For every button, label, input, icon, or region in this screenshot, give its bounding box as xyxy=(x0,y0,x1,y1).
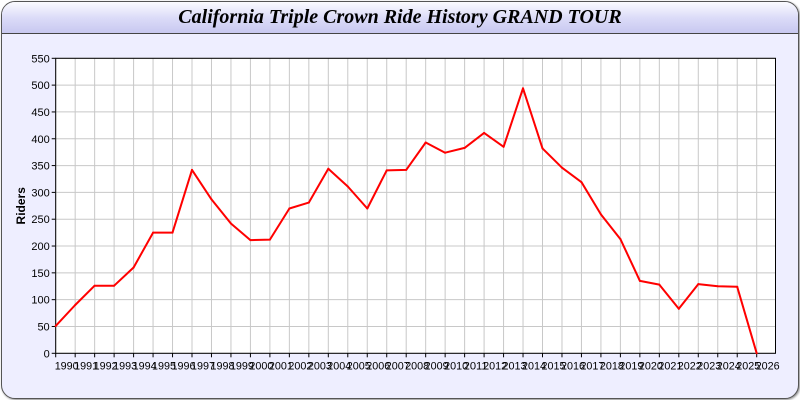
x-tick-label: 2005 xyxy=(347,360,371,372)
data-point xyxy=(113,284,116,287)
data-point xyxy=(346,185,349,188)
y-tick-label: 0 xyxy=(44,348,50,360)
data-point xyxy=(307,201,310,204)
data-point xyxy=(697,283,700,286)
y-tick-label: 400 xyxy=(31,134,49,146)
data-point xyxy=(229,222,232,225)
y-tick-label: 200 xyxy=(31,241,49,253)
y-tick-label: 500 xyxy=(31,80,49,92)
data-point xyxy=(327,167,330,170)
plot-frame xyxy=(55,57,776,354)
x-tick-label: 2006 xyxy=(366,360,390,372)
x-tick-label: 2009 xyxy=(425,360,449,372)
y-tick-label: 50 xyxy=(37,321,49,333)
data-point xyxy=(638,279,641,282)
y-tick-label: 150 xyxy=(31,268,49,280)
data-point xyxy=(599,213,602,216)
data-point xyxy=(288,207,291,210)
data-point xyxy=(191,168,194,171)
x-tick-label: 2015 xyxy=(542,360,566,372)
data-point xyxy=(560,166,563,169)
chart-title: California Triple Crown Ride History GRA… xyxy=(178,6,622,28)
x-tick-label: 2014 xyxy=(522,360,546,372)
x-tick-label: 2021 xyxy=(658,360,682,372)
x-tick-label: 2026 xyxy=(756,360,780,372)
y-tick-label: 350 xyxy=(31,161,49,173)
x-tick-label: 2000 xyxy=(249,360,273,372)
data-point xyxy=(619,238,622,241)
data-point xyxy=(210,198,213,201)
data-point xyxy=(541,147,544,150)
x-tick-label: 2018 xyxy=(600,360,624,372)
x-tick-label: 1998 xyxy=(210,360,234,372)
data-point xyxy=(74,304,77,307)
x-tick-label: 1990 xyxy=(55,360,79,372)
x-tick-label: 1996 xyxy=(172,360,196,372)
x-tick-label: 2025 xyxy=(736,360,760,372)
data-point xyxy=(716,285,719,288)
x-tick-label: 2004 xyxy=(327,360,351,372)
x-tick-label: 1993 xyxy=(113,360,137,372)
data-point xyxy=(483,131,486,134)
x-tick-label: 2013 xyxy=(503,360,527,372)
data-point xyxy=(522,87,525,90)
x-tick-label: 2008 xyxy=(405,360,429,372)
data-point xyxy=(385,169,388,172)
data-point xyxy=(502,145,505,148)
data-point xyxy=(93,284,96,287)
x-tick-label: 2007 xyxy=(386,360,410,372)
x-tick-label: 2001 xyxy=(269,360,293,372)
x-tick-label: 2003 xyxy=(308,360,332,372)
x-tick-label: 2019 xyxy=(619,360,643,372)
x-tick-label: 2020 xyxy=(639,360,663,372)
data-point xyxy=(366,207,369,210)
x-tick-label: 2011 xyxy=(464,360,488,372)
data-point xyxy=(424,141,427,144)
data-point xyxy=(677,307,680,310)
x-tick-label: 2010 xyxy=(444,360,468,372)
data-point xyxy=(658,283,661,286)
data-point xyxy=(132,266,135,269)
data-point xyxy=(171,231,174,234)
x-tick-label: 2022 xyxy=(678,360,702,372)
x-tick-label: 2017 xyxy=(580,360,604,372)
x-tick-label: 2016 xyxy=(561,360,585,372)
plot-area xyxy=(55,58,776,354)
data-point xyxy=(268,238,271,241)
x-tick-label: 1994 xyxy=(133,360,157,372)
x-tick-label: 2024 xyxy=(717,360,741,372)
y-tick-label: 100 xyxy=(31,295,49,307)
y-tick-label: 450 xyxy=(31,107,49,119)
y-tick-label: 250 xyxy=(31,214,49,226)
x-tick-label: 1997 xyxy=(191,360,215,372)
title-bar: California Triple Crown Ride History GRA… xyxy=(2,2,798,34)
data-point xyxy=(444,151,447,154)
data-point xyxy=(405,168,408,171)
y-tick-label: 550 xyxy=(31,53,49,65)
data-point xyxy=(54,324,57,327)
x-tick-label: 1992 xyxy=(94,360,118,372)
x-tick-label: 2012 xyxy=(483,360,507,372)
data-point xyxy=(580,181,583,184)
x-tick-label: 1999 xyxy=(230,360,254,372)
data-point xyxy=(152,231,155,234)
data-point xyxy=(463,146,466,149)
x-tick-label: 2002 xyxy=(288,360,312,372)
data-point xyxy=(755,352,758,355)
y-tick-label: 300 xyxy=(31,187,49,199)
x-tick-label: 1991 xyxy=(74,360,98,372)
data-point xyxy=(736,285,739,288)
x-tick-label: 2023 xyxy=(697,360,721,372)
data-point xyxy=(249,239,252,242)
x-tick-label: 1995 xyxy=(152,360,176,372)
y-axis-label: Riders xyxy=(14,187,28,225)
